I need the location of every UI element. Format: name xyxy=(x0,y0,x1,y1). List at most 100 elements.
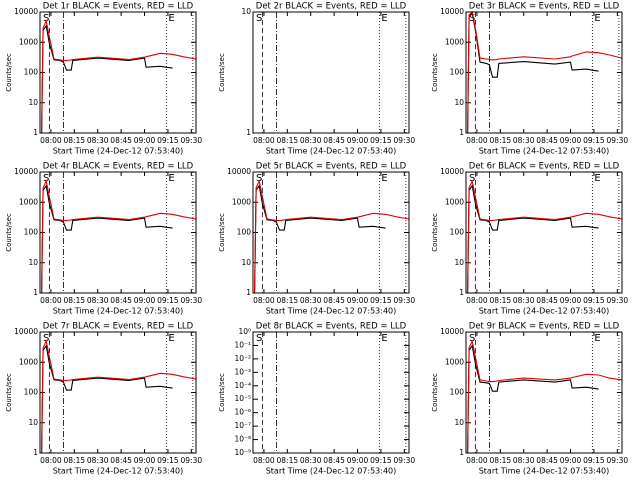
y-tick-label: 1 xyxy=(459,288,464,297)
y-tick-label: 10000 xyxy=(14,7,38,16)
y-tick-label: 1 xyxy=(33,288,38,297)
x-tick-label: 09:15 xyxy=(583,136,605,145)
series-line xyxy=(467,10,623,134)
y-tick-label: 100 xyxy=(450,388,465,397)
y-tick-label: 10000 xyxy=(440,327,464,336)
panel: Det 6r BLACK = Events, RED = LLD Start Ti… xyxy=(431,162,628,316)
x-tick-label: 08:00 xyxy=(466,296,488,305)
y-tick-label: 1000 xyxy=(19,357,38,366)
y-axis-label: Counts/sec xyxy=(5,213,13,252)
panel: Det 5r BLACK = Events, RED = LLD Start Ti… xyxy=(218,162,415,316)
x-tick-label: 08:00 xyxy=(466,456,488,465)
x-tick-label: 08:15 xyxy=(277,456,299,465)
y-tick-label: 10000 xyxy=(14,167,38,176)
y-tick-label: 100 xyxy=(450,228,465,237)
end-marker: E xyxy=(381,13,387,24)
x-tick-label: 09:30 xyxy=(181,456,203,465)
x-tick-label: 08:30 xyxy=(87,136,109,145)
y-tick-label: 1 xyxy=(459,128,464,137)
y-tick-label: 10⁻⁵ xyxy=(234,394,251,403)
x-tick-label: 09:00 xyxy=(560,296,582,305)
plot-frame xyxy=(465,331,623,454)
series-line xyxy=(254,184,386,294)
y-tick-label: 10000 xyxy=(440,7,464,16)
end-marker: E xyxy=(594,333,600,344)
y-tick-label: 10⁻⁴ xyxy=(234,381,251,390)
x-tick-label: 08:00 xyxy=(253,296,275,305)
x-tick-label: 08:15 xyxy=(64,296,86,305)
panel: Det 9r BLACK = Events, RED = LLD Start Ti… xyxy=(431,322,628,476)
x-tick-label: 09:30 xyxy=(394,296,416,305)
series-line xyxy=(41,184,173,294)
y-tick-label: 1 xyxy=(33,448,38,457)
series-line xyxy=(41,24,173,134)
panel: Det 3r BLACK = Events, RED = LLD Start Ti… xyxy=(431,2,628,156)
x-tick-label: 08:00 xyxy=(40,136,62,145)
y-axis-label: Counts/sec xyxy=(431,53,439,92)
x-tick-label: 08:00 xyxy=(40,296,62,305)
end-marker: E xyxy=(381,333,387,344)
series-line xyxy=(41,19,197,134)
y-tick-label: 1000 xyxy=(445,197,464,206)
x-axis-label: Start Time (24-Dec-12 07:53:40) xyxy=(266,467,397,476)
y-axis-label: Counts/sec xyxy=(218,53,226,92)
y-tick-label: 10 xyxy=(454,418,464,427)
x-tick-label: 09:00 xyxy=(560,136,582,145)
y-tick-label: 1 xyxy=(33,128,38,137)
panel-title: Det 7r BLACK = Events, RED = LLD xyxy=(43,322,194,332)
x-axis-label: Start Time (24-Dec-12 07:53:40) xyxy=(53,147,184,156)
series-line xyxy=(467,344,599,454)
series-line xyxy=(41,179,197,294)
y-axis-label: Counts/sec xyxy=(5,373,13,412)
x-tick-label: 08:45 xyxy=(323,136,345,145)
panel-title: Det 1r BLACK = Events, RED = LLD xyxy=(43,2,194,12)
panel-title: Det 4r BLACK = Events, RED = LLD xyxy=(43,162,194,172)
start-marker: S xyxy=(469,13,475,24)
x-tick-label: 09:15 xyxy=(370,136,392,145)
start-marker: S xyxy=(43,333,49,344)
y-tick-label: 100 xyxy=(450,68,465,77)
x-tick-label: 09:30 xyxy=(607,296,629,305)
x-tick-label: 08:30 xyxy=(300,136,322,145)
series-line xyxy=(41,339,197,454)
panel: Det 7r BLACK = Events, RED = LLD Start Ti… xyxy=(5,322,202,476)
x-axis-label: Start Time (24-Dec-12 07:53:40) xyxy=(479,307,610,316)
x-tick-label: 08:00 xyxy=(466,136,488,145)
x-tick-label: 09:15 xyxy=(157,296,179,305)
x-tick-label: 08:30 xyxy=(513,136,535,145)
series-line xyxy=(254,179,410,294)
x-tick-label: 09:30 xyxy=(181,136,203,145)
y-tick-label: 10⁻⁹ xyxy=(234,448,251,457)
x-tick-label: 08:15 xyxy=(277,296,299,305)
y-tick-label: 10000 xyxy=(14,327,38,336)
x-tick-label: 09:15 xyxy=(370,296,392,305)
series-line xyxy=(467,179,623,294)
x-tick-label: 08:45 xyxy=(536,296,558,305)
plot-frame xyxy=(252,171,410,294)
x-axis-label: Start Time (24-Dec-12 07:53:40) xyxy=(266,307,397,316)
x-tick-label: 09:15 xyxy=(583,296,605,305)
x-tick-label: 08:00 xyxy=(40,456,62,465)
x-tick-label: 08:45 xyxy=(323,296,345,305)
panel: Det 2r BLACK = Events, RED = LLD Start Ti… xyxy=(218,2,415,156)
series-line xyxy=(41,344,173,454)
y-tick-label: 1 xyxy=(246,128,251,137)
x-tick-label: 08:30 xyxy=(87,456,109,465)
x-tick-label: 08:30 xyxy=(513,296,535,305)
x-tick-label: 09:00 xyxy=(347,296,369,305)
y-axis-label: Counts/sec xyxy=(431,373,439,412)
x-tick-label: 09:15 xyxy=(157,456,179,465)
start-marker: S xyxy=(469,333,475,344)
y-tick-label: 10⁻⁸ xyxy=(234,435,251,444)
panel-title: Det 5r BLACK = Events, RED = LLD xyxy=(256,162,407,172)
y-tick-label: 10 xyxy=(241,7,251,16)
x-tick-label: 08:15 xyxy=(64,136,86,145)
x-tick-label: 08:30 xyxy=(87,296,109,305)
y-tick-label: 10 xyxy=(454,98,464,107)
panel-title: Det 2r BLACK = Events, RED = LLD xyxy=(256,2,407,12)
panel: Det 1r BLACK = Events, RED = LLD Start Ti… xyxy=(5,2,202,156)
plot-frame xyxy=(465,171,623,294)
x-tick-label: 09:15 xyxy=(370,456,392,465)
end-marker: E xyxy=(594,173,600,184)
start-marker: S xyxy=(256,173,262,184)
